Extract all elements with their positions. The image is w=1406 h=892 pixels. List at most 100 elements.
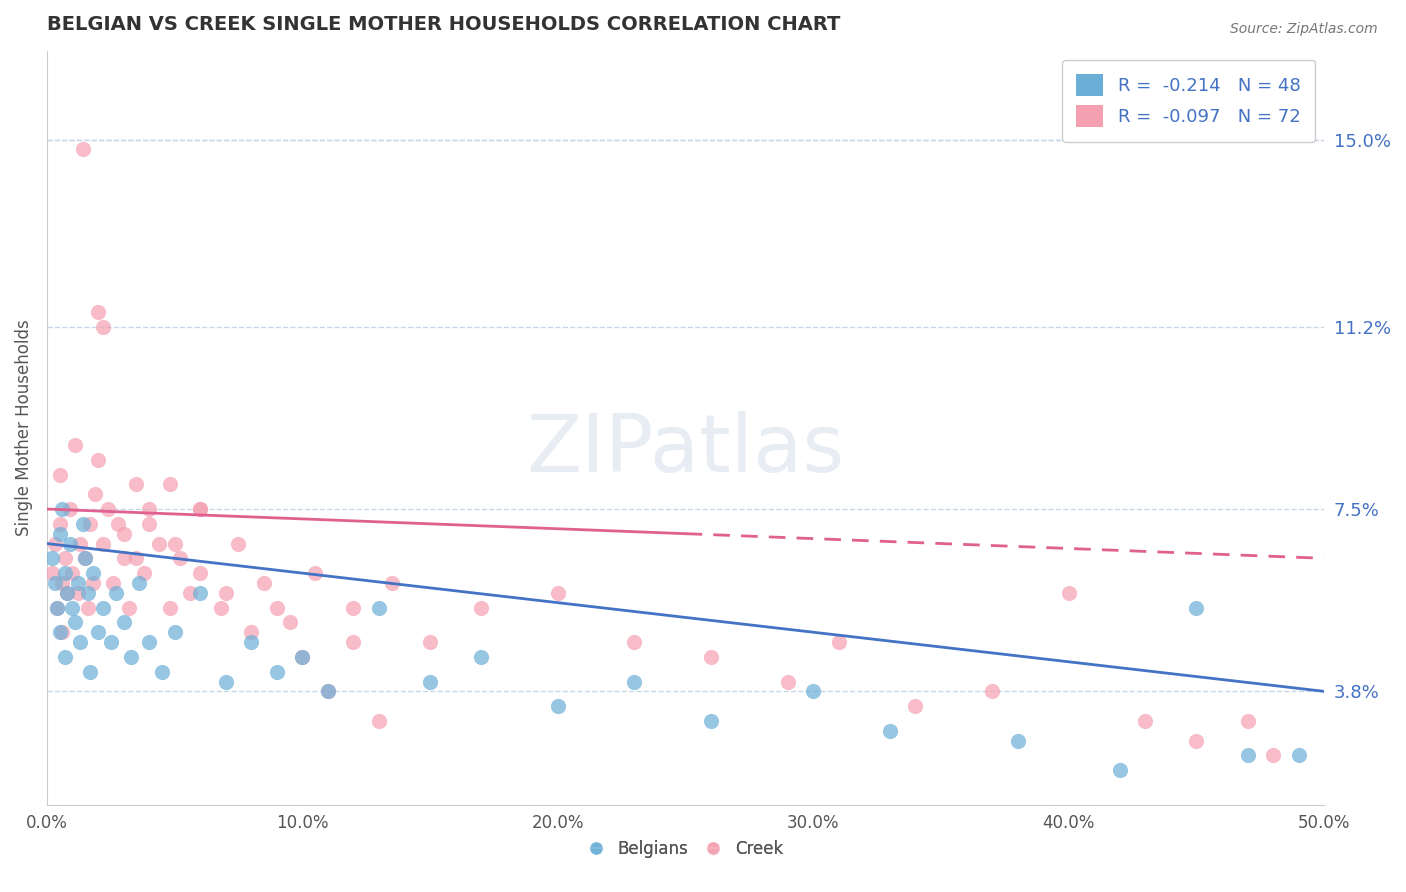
Point — [278, 615, 301, 630]
Point — [879, 723, 901, 738]
Point — [368, 600, 391, 615]
Point — [112, 615, 135, 630]
Point — [188, 586, 211, 600]
Point — [53, 551, 76, 566]
Point — [316, 684, 339, 698]
Text: Source: ZipAtlas.com: Source: ZipAtlas.com — [1230, 22, 1378, 37]
Point — [41, 566, 63, 580]
Point — [75, 551, 97, 566]
Point — [138, 502, 160, 516]
Point — [53, 649, 76, 664]
Point — [48, 526, 70, 541]
Point — [125, 477, 148, 491]
Point — [150, 665, 173, 679]
Point — [304, 566, 326, 580]
Point — [120, 649, 142, 664]
Point — [381, 576, 404, 591]
Point — [547, 699, 569, 714]
Point — [700, 714, 723, 728]
Point — [419, 674, 441, 689]
Point — [342, 600, 364, 615]
Point — [148, 536, 170, 550]
Point — [53, 566, 76, 580]
Point — [82, 576, 104, 591]
Point — [904, 699, 927, 714]
Point — [291, 649, 314, 664]
Point — [79, 665, 101, 679]
Point — [368, 714, 391, 728]
Point — [1288, 748, 1310, 763]
Point — [91, 600, 114, 615]
Point — [104, 586, 127, 600]
Point — [1185, 733, 1208, 747]
Point — [79, 516, 101, 531]
Point — [159, 600, 181, 615]
Point — [97, 502, 120, 516]
Point — [209, 600, 232, 615]
Point — [215, 586, 238, 600]
Point — [266, 600, 288, 615]
Point — [132, 566, 155, 580]
Legend: Belgians, Creek: Belgians, Creek — [581, 833, 790, 864]
Point — [103, 576, 125, 591]
Point — [253, 576, 276, 591]
Point — [59, 502, 82, 516]
Point — [342, 635, 364, 649]
Point — [623, 674, 645, 689]
Point — [1185, 600, 1208, 615]
Point — [56, 586, 79, 600]
Point — [1108, 763, 1130, 777]
Point — [66, 586, 89, 600]
Point — [82, 566, 104, 580]
Point — [72, 142, 94, 156]
Point — [215, 674, 238, 689]
Point — [51, 625, 73, 640]
Point — [1057, 586, 1080, 600]
Point — [240, 625, 263, 640]
Point — [179, 586, 201, 600]
Point — [470, 649, 492, 664]
Point — [72, 516, 94, 531]
Point — [125, 551, 148, 566]
Point — [1135, 714, 1157, 728]
Point — [801, 684, 824, 698]
Point — [291, 649, 314, 664]
Point — [51, 502, 73, 516]
Point — [159, 477, 181, 491]
Point — [48, 467, 70, 482]
Point — [776, 674, 799, 689]
Point — [69, 536, 91, 550]
Text: BELGIAN VS CREEK SINGLE MOTHER HOUSEHOLDS CORRELATION CHART: BELGIAN VS CREEK SINGLE MOTHER HOUSEHOLD… — [46, 15, 841, 34]
Point — [316, 684, 339, 698]
Point — [75, 551, 97, 566]
Point — [828, 635, 851, 649]
Point — [1236, 748, 1258, 763]
Point — [59, 536, 82, 550]
Point — [1236, 714, 1258, 728]
Point — [46, 600, 69, 615]
Point — [266, 665, 288, 679]
Point — [981, 684, 1004, 698]
Point — [188, 566, 211, 580]
Point — [46, 600, 69, 615]
Point — [128, 576, 150, 591]
Point — [419, 635, 441, 649]
Point — [700, 649, 723, 664]
Point — [51, 576, 73, 591]
Y-axis label: Single Mother Households: Single Mother Households — [15, 319, 32, 536]
Point — [63, 615, 86, 630]
Point — [138, 516, 160, 531]
Point — [56, 586, 79, 600]
Point — [112, 551, 135, 566]
Point — [44, 536, 66, 550]
Point — [91, 319, 114, 334]
Point — [63, 438, 86, 452]
Point — [87, 452, 110, 467]
Point — [76, 600, 98, 615]
Point — [44, 576, 66, 591]
Point — [69, 635, 91, 649]
Point — [91, 536, 114, 550]
Point — [163, 536, 186, 550]
Point — [76, 586, 98, 600]
Point — [48, 516, 70, 531]
